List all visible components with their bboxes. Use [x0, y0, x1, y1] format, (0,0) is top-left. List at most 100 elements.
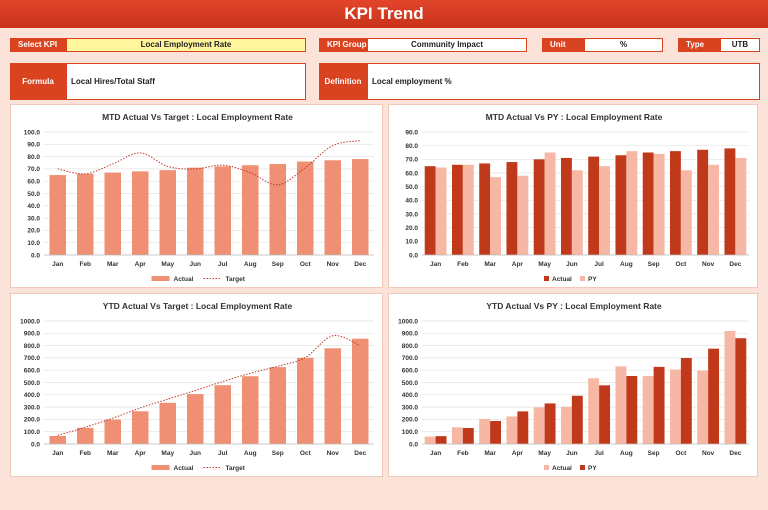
x-tick-label: Dec	[729, 450, 741, 457]
y-tick-label: 0.0	[409, 252, 418, 259]
actual-bar	[187, 167, 204, 255]
actual-bar	[435, 436, 447, 444]
actual-bar	[560, 157, 572, 255]
x-tick-label: Feb	[79, 261, 91, 268]
py-bar	[669, 369, 681, 444]
x-tick-label: Aug	[620, 261, 633, 268]
x-tick-label: Mar	[107, 450, 119, 457]
y-tick-label: 80.0	[405, 143, 418, 150]
formula-label: Formula	[10, 63, 66, 100]
actual-bar	[724, 148, 736, 255]
actual-bar	[159, 402, 176, 444]
y-tick-label: 800.0	[24, 343, 41, 350]
py-bar	[544, 152, 556, 255]
y-tick-label: 60.0	[27, 179, 40, 186]
x-tick-label: Apr	[135, 450, 147, 457]
x-tick-label: Jun	[566, 261, 578, 268]
x-tick-label: Dec	[729, 261, 741, 268]
py-bar	[479, 418, 491, 444]
legend-actual-label: Actual	[174, 465, 194, 472]
x-tick-label: May	[161, 450, 174, 457]
y-tick-label: 40.0	[405, 198, 418, 205]
y-tick-label: 10.0	[405, 239, 418, 246]
select-kpi-label: Select KPI	[10, 38, 66, 52]
py-bar	[462, 164, 474, 255]
x-tick-label: Sep	[272, 450, 284, 457]
y-tick-label: 30.0	[27, 215, 40, 222]
x-tick-label: Aug	[620, 450, 633, 457]
actual-bar	[533, 159, 545, 255]
y-tick-label: 600.0	[24, 368, 41, 375]
y-tick-label: 50.0	[27, 191, 40, 198]
legend-py-swatch	[580, 465, 585, 470]
y-tick-label: 60.0	[405, 170, 418, 177]
actual-bar	[669, 151, 681, 255]
x-tick-label: Dec	[354, 261, 366, 268]
x-tick-label: Mar	[484, 450, 496, 457]
actual-bar	[297, 357, 314, 444]
actual-bar	[653, 366, 665, 444]
y-tick-label: 0.0	[31, 441, 40, 448]
x-tick-label: Nov	[702, 261, 715, 268]
y-tick-label: 50.0	[405, 184, 418, 191]
x-tick-label: Sep	[272, 261, 284, 268]
actual-bar	[214, 166, 231, 255]
page-title: KPI Trend	[0, 0, 768, 28]
type-label: Type	[678, 38, 720, 52]
py-bar	[599, 166, 611, 255]
x-tick-label: Aug	[244, 261, 257, 268]
kpi-group-label: KPI Group	[319, 38, 367, 52]
actual-bar	[77, 173, 94, 255]
y-tick-label: 300.0	[24, 404, 41, 411]
actual-bar	[697, 149, 709, 255]
y-tick-label: 300.0	[402, 404, 419, 411]
actual-bar	[506, 162, 518, 255]
chart-title: YTD Actual Vs Target : Local Employment …	[103, 301, 293, 311]
x-tick-label: May	[161, 261, 174, 268]
legend-py-label: PY	[588, 465, 597, 472]
actual-bar	[735, 338, 747, 444]
y-tick-label: 80.0	[27, 154, 40, 161]
x-tick-label: Oct	[300, 450, 312, 457]
py-bar	[680, 170, 692, 255]
type-value: UTB	[720, 38, 760, 52]
legend-actual-label: Actual	[552, 465, 572, 472]
mtd-actual-vs-target-svg: MTD Actual Vs Target : Local Employment …	[24, 112, 374, 283]
select-kpi-dropdown[interactable]: Local Employment Rate	[66, 38, 306, 52]
actual-bar	[571, 395, 583, 444]
py-bar	[615, 366, 627, 444]
mtd-actual-vs-py-svg: MTD Actual Vs PY : Local Employment Rate…	[405, 112, 749, 283]
y-tick-label: 20.0	[27, 228, 40, 235]
actual-bar	[187, 394, 204, 444]
legend-actual-swatch	[151, 276, 170, 281]
actual-bar	[462, 428, 474, 444]
actual-bar	[297, 161, 314, 255]
y-tick-label: 400.0	[24, 392, 41, 399]
legend-actual-swatch	[151, 465, 170, 470]
py-bar	[571, 170, 583, 255]
py-bar	[724, 330, 736, 444]
x-tick-label: Jan	[52, 450, 63, 457]
py-bar	[588, 378, 600, 444]
x-tick-label: Jun	[189, 261, 201, 268]
unit-value: %	[584, 38, 663, 52]
legend-actual-label: Actual	[552, 276, 572, 283]
py-bar	[424, 436, 436, 444]
chart-title: YTD Actual Vs PY : Local Employment Rate	[486, 301, 662, 311]
actual-bar	[49, 436, 66, 444]
py-bar	[451, 427, 463, 444]
x-tick-label: Jan	[430, 450, 441, 457]
legend-target-label: Target	[226, 465, 246, 472]
actual-bar	[451, 164, 463, 255]
actual-bar	[104, 172, 121, 255]
y-tick-label: 0.0	[31, 252, 40, 259]
x-tick-label: Jul	[218, 450, 228, 457]
x-tick-label: Oct	[300, 261, 312, 268]
y-tick-label: 70.0	[27, 166, 40, 173]
y-tick-label: 1000.0	[20, 318, 40, 325]
py-bar	[708, 164, 720, 255]
actual-bar	[588, 156, 600, 255]
y-tick-label: 800.0	[402, 343, 419, 350]
actual-bar	[352, 159, 369, 255]
ytd-actual-vs-py-chart: YTD Actual Vs PY : Local Employment Rate…	[388, 293, 758, 477]
